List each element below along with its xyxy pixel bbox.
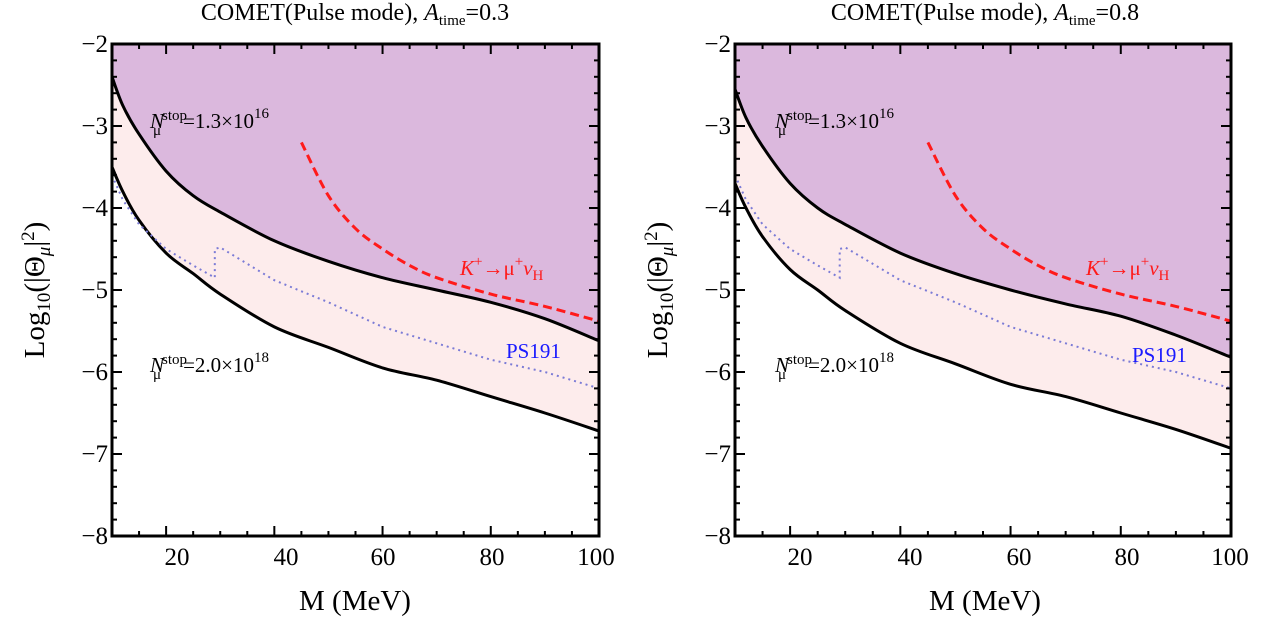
y-tick-label: −7 (704, 441, 731, 468)
x-tick-label: 40 (274, 544, 299, 571)
panel-left: COMET(Pulse mode), Atime=0.3 20 40 60 80… (18, 0, 615, 617)
y-tick-label: −6 (81, 359, 108, 386)
y-tick-label: −4 (81, 195, 108, 222)
lower-curve-annotation: Nstop μ =2.0×1018 (774, 350, 894, 383)
y-tick-label: −5 (704, 277, 731, 304)
band-region (735, 89, 1231, 449)
chart-title: COMET(Pulse mode), Atime=0.3 (201, 0, 509, 29)
y-axis: −2 −3 −4 −5 −6 −7 −8 Log10(|Θμ|2) (641, 31, 731, 550)
y-tick-label: −3 (704, 113, 731, 140)
kaon-decay-dashed-line (300, 141, 600, 323)
chart-title: COMET(Pulse mode), Atime=0.8 (831, 0, 1139, 29)
lower-boundary-curve (733, 182, 1232, 450)
upper-curve-annotation: Nstop μ =1.3×1016 (149, 106, 270, 139)
excluded-region (735, 44, 1231, 358)
upper-curve-annotation: Nstop μ =1.3×1016 (774, 106, 895, 139)
x-axis: 20 40 60 80 100 M (MeV) (788, 544, 1249, 617)
y-tick-label: −8 (704, 523, 731, 550)
y-axis-label: Log10(|Θμ|2) (641, 222, 678, 359)
kaon-decay-label: K+→μ+νH (1085, 254, 1170, 284)
ps191-label: PS191 (506, 339, 561, 363)
plot-area (733, 42, 1233, 538)
y-tick-label: −7 (81, 441, 108, 468)
excluded-region (112, 44, 599, 341)
x-axis-label: M (MeV) (929, 585, 1041, 617)
band-region (112, 76, 599, 432)
lower-curve-annotation: Nstop μ =2.0×1018 (149, 350, 269, 383)
x-tick-label: 40 (898, 544, 923, 571)
minor-ticks (734, 43, 1232, 537)
y-tick-label: −3 (81, 113, 108, 140)
panel-right: COMET(Pulse mode), Atime=0.8 20 40 60 80… (641, 0, 1249, 617)
upper-boundary-curve (110, 76, 600, 343)
plot-area (110, 42, 601, 538)
minor-ticks (111, 43, 600, 537)
y-tick-label: −8 (81, 523, 108, 550)
y-tick-label: −2 (704, 31, 731, 58)
x-tick-label: 80 (480, 544, 505, 571)
upper-boundary-curve (733, 88, 1232, 359)
x-axis: 20 40 60 80 100 M (MeV) (165, 544, 615, 617)
y-tick-label: −5 (81, 277, 108, 304)
x-tick-label: 20 (788, 544, 813, 571)
x-tick-label: 20 (165, 544, 190, 571)
x-tick-label: 80 (1115, 544, 1140, 571)
kaon-decay-dashed-line (926, 141, 1232, 323)
x-tick-label: 60 (1007, 544, 1032, 571)
y-tick-label: −4 (704, 195, 731, 222)
y-tick-label: −2 (81, 31, 108, 58)
x-tick-label: 100 (577, 544, 615, 571)
y-axis: −2 −3 −4 −5 −6 −7 −8 Log10(|Θμ|2) (18, 31, 108, 550)
y-tick-label: −6 (704, 359, 731, 386)
y-axis-label: Log10(|Θμ|2) (18, 222, 55, 359)
ps191-label: PS191 (1132, 343, 1187, 367)
x-tick-label: 100 (1211, 544, 1249, 571)
kaon-decay-label: K+→μ+νH (459, 254, 544, 284)
x-tick-label: 60 (371, 544, 396, 571)
x-axis-label: M (MeV) (299, 585, 411, 617)
lower-boundary-curve (110, 166, 600, 433)
